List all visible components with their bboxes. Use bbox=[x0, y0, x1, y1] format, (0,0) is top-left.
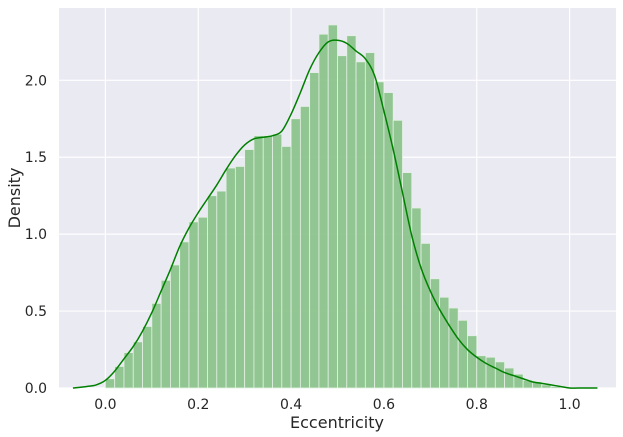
histogram-bar bbox=[327, 24, 338, 389]
histogram-bar bbox=[448, 307, 459, 389]
x-tick-label: 0.0 bbox=[94, 397, 116, 413]
y-tick-label: 1.0 bbox=[25, 227, 47, 243]
histogram-bar bbox=[142, 326, 153, 389]
histogram-bar bbox=[281, 146, 292, 389]
histogram-bar bbox=[207, 195, 218, 389]
histogram-bar bbox=[188, 221, 199, 389]
histogram-bar bbox=[253, 135, 264, 389]
histogram-bar bbox=[374, 81, 385, 389]
histogram-bar bbox=[494, 361, 506, 389]
histogram-bar bbox=[467, 335, 478, 389]
histogram-bar bbox=[420, 242, 431, 389]
kde-curve bbox=[72, 39, 598, 389]
x-tick-label: 0.4 bbox=[280, 397, 302, 413]
histogram-bar bbox=[299, 106, 311, 389]
y-tick-label: 0.5 bbox=[25, 304, 47, 320]
histogram-bar bbox=[402, 172, 413, 389]
histogram-bar bbox=[550, 386, 561, 389]
x-tick-label: 1.0 bbox=[558, 397, 580, 413]
histogram-bar bbox=[392, 119, 403, 389]
x-tick-label: 0.6 bbox=[373, 397, 395, 413]
histogram-bar bbox=[262, 135, 273, 389]
histogram-bar bbox=[197, 216, 208, 389]
histogram-bar bbox=[346, 35, 357, 389]
histogram-bar bbox=[272, 133, 283, 389]
y-tick-label: 0.0 bbox=[25, 381, 47, 397]
histogram-bar bbox=[383, 92, 394, 389]
histogram-bar bbox=[355, 61, 366, 389]
histogram-bar bbox=[169, 264, 181, 389]
y-tick-label: 1.5 bbox=[25, 150, 47, 166]
histogram-bar bbox=[225, 167, 236, 389]
histogram-bar bbox=[244, 149, 255, 389]
y-axis-label: Density bbox=[5, 168, 24, 229]
histogram-bar bbox=[290, 118, 301, 389]
histogram-bar bbox=[337, 55, 348, 389]
histogram-bar bbox=[485, 356, 496, 389]
histogram-bar bbox=[504, 367, 515, 389]
y-tick-labels: 0.0 0.5 1.0 1.5 2.0 bbox=[25, 73, 47, 397]
histogram-bar bbox=[309, 72, 320, 389]
histogram-bar bbox=[132, 341, 143, 389]
x-tick-labels: 0.0 0.2 0.4 0.6 0.8 1.0 bbox=[94, 397, 580, 413]
histogram-bar bbox=[234, 166, 246, 389]
histogram-bar bbox=[457, 319, 468, 389]
histogram-bar bbox=[160, 279, 171, 389]
histogram-bar bbox=[151, 302, 162, 389]
histogram-bar bbox=[411, 207, 422, 389]
histogram-bar bbox=[179, 241, 190, 389]
x-axis-label: Eccentricity bbox=[290, 413, 384, 432]
histogram-bar bbox=[364, 52, 376, 389]
histogram-bar bbox=[216, 190, 227, 389]
x-tick-label: 0.8 bbox=[466, 397, 488, 413]
y-tick-label: 2.0 bbox=[25, 73, 47, 89]
x-tick-label: 0.2 bbox=[187, 397, 209, 413]
histogram-bar bbox=[318, 33, 329, 389]
histogram-bars bbox=[105, 24, 561, 389]
